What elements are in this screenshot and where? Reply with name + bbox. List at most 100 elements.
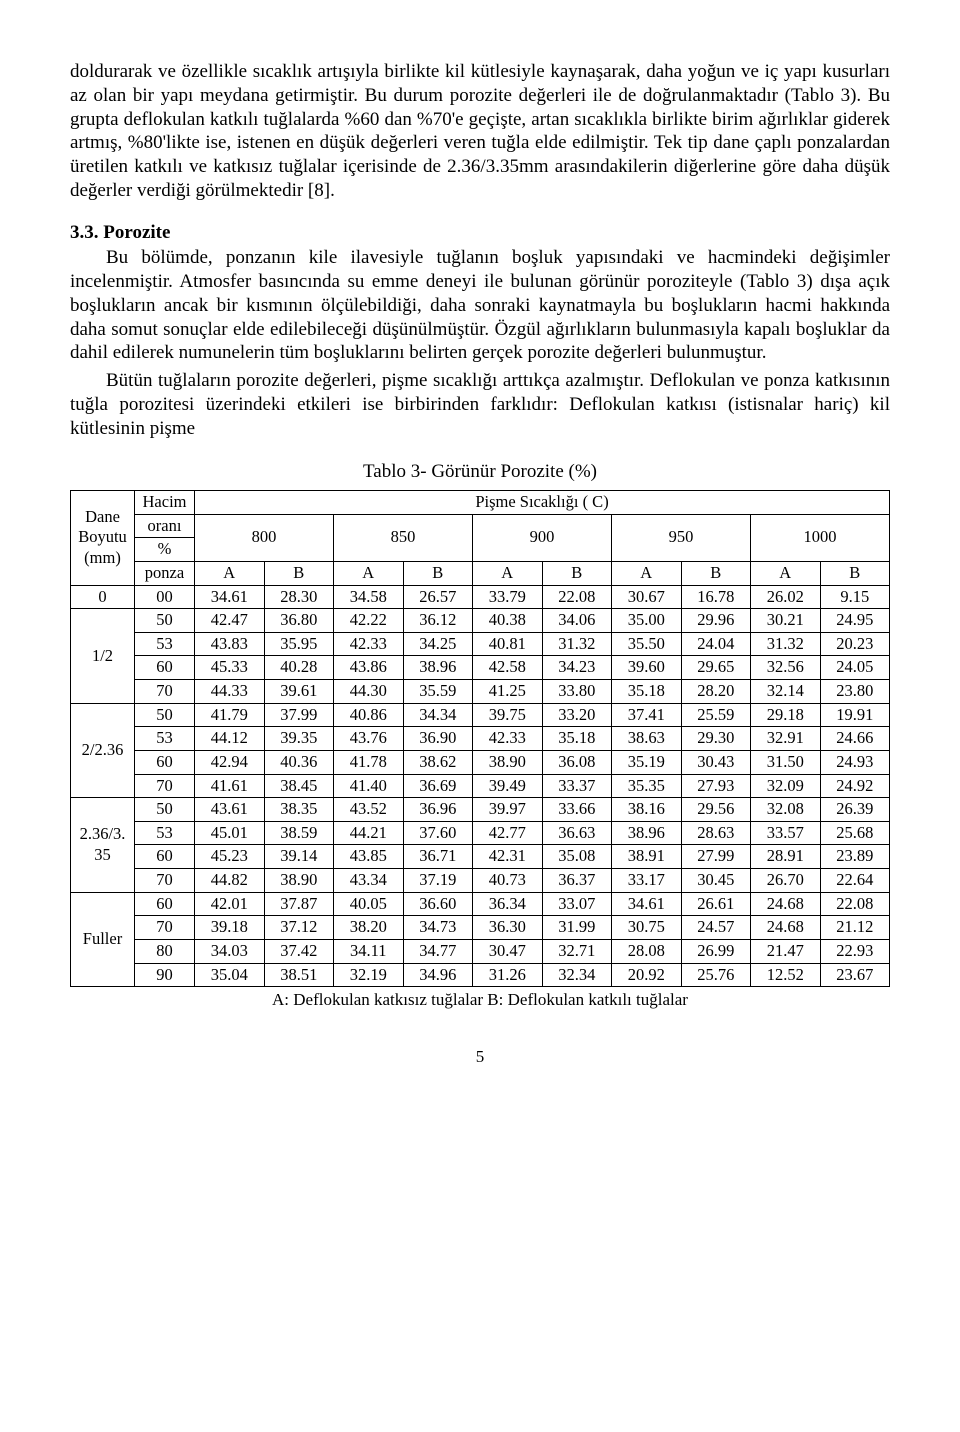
cell-2-2-3: 38.62 [403,750,473,774]
cell-3-2-4: 42.31 [473,845,543,869]
cell-0-0-2: 34.58 [334,585,404,609]
cell-4-1-6: 30.75 [612,916,682,940]
cell-4-3-7: 25.76 [681,963,751,987]
cell-1-1-2: 42.33 [334,632,404,656]
cell-2-0-7: 25.59 [681,703,751,727]
cell-3-3-8: 26.70 [751,869,821,893]
cell-3-0-2: 43.52 [334,798,404,822]
cell-2-1-8: 32.91 [751,727,821,751]
cell-1-3-1: 39.61 [264,680,334,704]
cell-4-1-2: 38.20 [334,916,404,940]
cell-1-1-5: 31.32 [542,632,612,656]
cell-4-3-2: 32.19 [334,963,404,987]
cell-3-3-2: 43.34 [334,869,404,893]
cell-3-1-7: 28.63 [681,821,751,845]
cell-1-1-3: 34.25 [403,632,473,656]
cell-2-0-5: 33.20 [542,703,612,727]
cell-2-0-1: 37.99 [264,703,334,727]
cell-0-0-0: 34.61 [195,585,265,609]
cell-1-0-3: 36.12 [403,609,473,633]
cell-4-3-9: 23.67 [820,963,890,987]
cell-4-0-5: 33.07 [542,892,612,916]
cell-1-1-1: 35.95 [264,632,334,656]
dane-3: 2.36/3.35 [71,798,135,893]
header-hacim-4: ponza [135,561,195,585]
cell-3-3-6: 33.17 [612,869,682,893]
cell-3-2-5: 35.08 [542,845,612,869]
cell-4-0-1: 37.87 [264,892,334,916]
cell-1-3-3: 35.59 [403,680,473,704]
cell-2-0-3: 34.34 [403,703,473,727]
cell-0-0-6: 30.67 [612,585,682,609]
cell-4-3-8: 12.52 [751,963,821,987]
cell-3-3-4: 40.73 [473,869,543,893]
hacim-4-1: 70 [135,916,195,940]
cell-3-3-3: 37.19 [403,869,473,893]
cell-3-1-9: 25.68 [820,821,890,845]
dane-2: 2/2.36 [71,703,135,798]
cell-4-2-6: 28.08 [612,939,682,963]
cell-1-0-9: 24.95 [820,609,890,633]
cell-0-0-4: 33.79 [473,585,543,609]
cell-1-1-7: 24.04 [681,632,751,656]
cell-3-1-0: 45.01 [195,821,265,845]
cell-3-2-3: 36.71 [403,845,473,869]
cell-4-1-3: 34.73 [403,916,473,940]
cell-2-2-7: 30.43 [681,750,751,774]
cell-2-2-6: 35.19 [612,750,682,774]
header-hacim-1: Hacim [135,491,195,515]
cell-1-2-4: 42.58 [473,656,543,680]
cell-1-0-4: 40.38 [473,609,543,633]
paragraph-2b: Bütün tuğlaların porozite değerleri, piş… [70,369,890,440]
cell-2-0-6: 37.41 [612,703,682,727]
cell-2-2-4: 38.90 [473,750,543,774]
cell-2-1-4: 42.33 [473,727,543,751]
cell-0-0-9: 9.15 [820,585,890,609]
cell-4-0-8: 24.68 [751,892,821,916]
cell-4-2-2: 34.11 [334,939,404,963]
cell-1-3-5: 33.80 [542,680,612,704]
hacim-1-0: 50 [135,609,195,633]
cell-4-1-7: 24.57 [681,916,751,940]
hacim-4-3: 90 [135,963,195,987]
cell-4-1-1: 37.12 [264,916,334,940]
cell-1-1-0: 43.83 [195,632,265,656]
cell-4-0-3: 36.60 [403,892,473,916]
dane-0: 0 [71,585,135,609]
cell-3-2-2: 43.85 [334,845,404,869]
hacim-3-1: 53 [135,821,195,845]
cell-1-1-8: 31.32 [751,632,821,656]
cell-0-0-5: 22.08 [542,585,612,609]
cell-3-1-6: 38.96 [612,821,682,845]
cell-1-3-7: 28.20 [681,680,751,704]
cell-1-2-0: 45.33 [195,656,265,680]
cell-4-1-5: 31.99 [542,916,612,940]
cell-1-0-5: 34.06 [542,609,612,633]
cell-1-2-8: 32.56 [751,656,821,680]
cell-3-2-7: 27.99 [681,845,751,869]
cell-3-2-1: 39.14 [264,845,334,869]
cell-4-2-7: 26.99 [681,939,751,963]
cell-2-2-8: 31.50 [751,750,821,774]
cell-1-2-1: 40.28 [264,656,334,680]
paragraph-2a: Bu bölümde, ponzanın kile ilavesiyle tuğ… [70,246,890,365]
cell-2-3-4: 39.49 [473,774,543,798]
header-B-4: B [820,561,890,585]
cell-2-1-9: 24.66 [820,727,890,751]
cell-2-3-1: 38.45 [264,774,334,798]
cell-4-3-3: 34.96 [403,963,473,987]
cell-4-2-8: 21.47 [751,939,821,963]
cell-1-0-0: 42.47 [195,609,265,633]
cell-4-1-0: 39.18 [195,916,265,940]
cell-4-0-6: 34.61 [612,892,682,916]
cell-3-1-8: 33.57 [751,821,821,845]
cell-4-1-9: 21.12 [820,916,890,940]
porosity-table: DaneBoyutu(mm)HacimPişme Sıcaklığı ( C)o… [70,490,890,987]
cell-3-3-9: 22.64 [820,869,890,893]
cell-2-3-5: 33.37 [542,774,612,798]
hacim-4-2: 80 [135,939,195,963]
header-temp-800: 800 [195,514,334,561]
hacim-3-0: 50 [135,798,195,822]
header-B-0: B [264,561,334,585]
hacim-0-0: 00 [135,585,195,609]
